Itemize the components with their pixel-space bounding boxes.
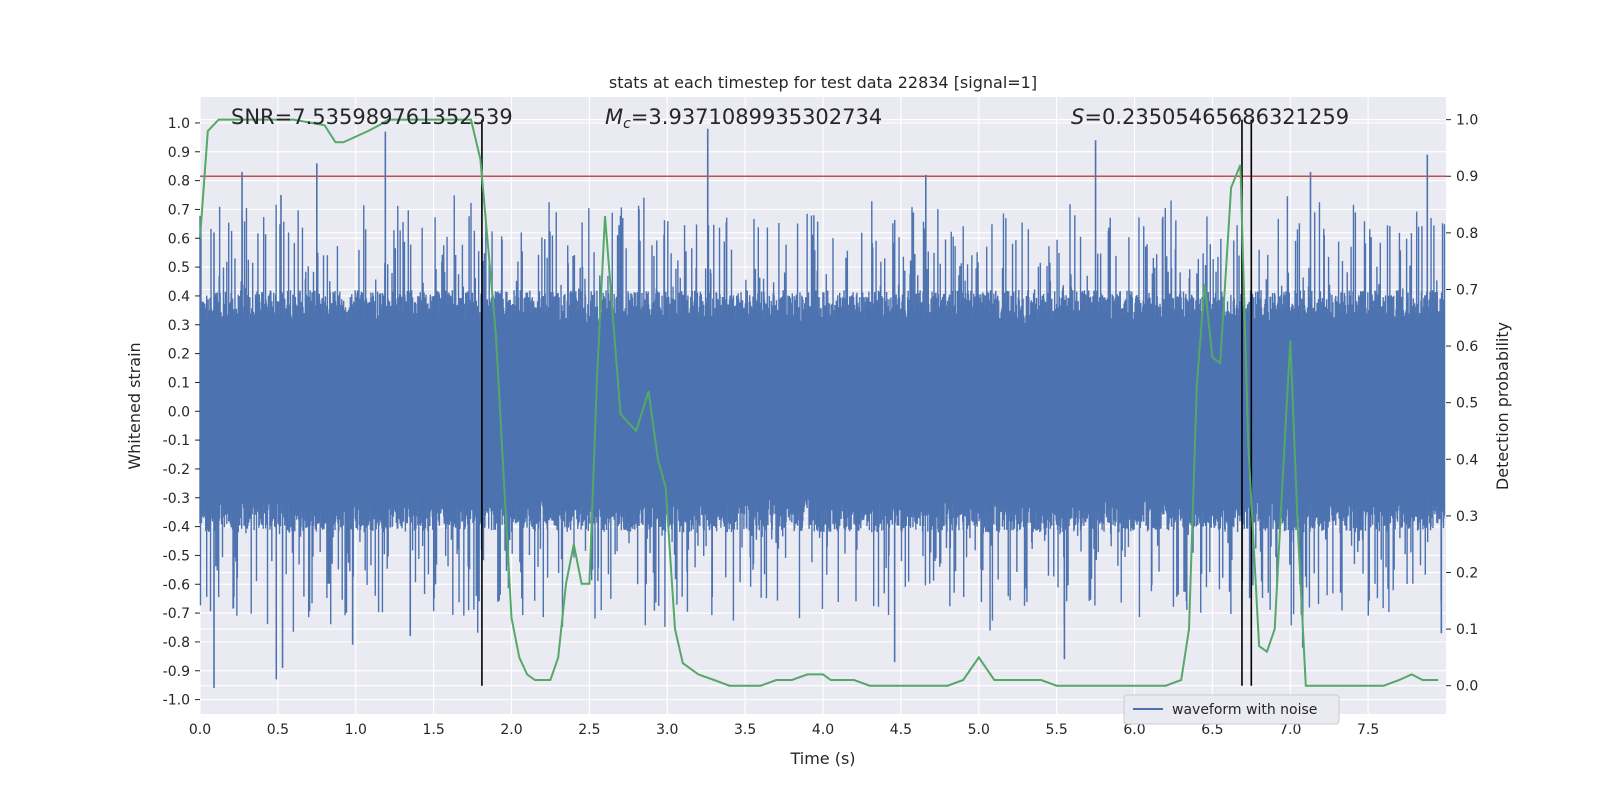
y-left-tick-label: -0.9: [163, 664, 190, 680]
y-right-tick-labels: 1.0 0.9 0.8 0.7 0.6 0.5 0.4 0.3 0.2 0.1 0.0: [1446, 113, 1478, 695]
x-tick-label: 7.0: [1279, 722, 1301, 738]
y-left-tick-label: 0.6: [168, 231, 190, 247]
x-tick-label: 5.5: [1045, 722, 1067, 738]
x-tick-label: 3.0: [656, 722, 678, 738]
legend: waveform with noise: [1123, 694, 1340, 725]
x-axis-label: Time (s): [789, 749, 855, 768]
y-left-tick-label: 0.7: [168, 202, 190, 218]
x-tick-label: 6.5: [1201, 722, 1223, 738]
y-right-tick-label: 1.0: [1456, 113, 1478, 129]
x-tick-label: 4.0: [812, 722, 834, 738]
y-right-tick-label: 0.8: [1456, 226, 1478, 242]
y-left-tick-label: 0.2: [168, 347, 190, 363]
y-left-tick-labels: 1.0 0.9 0.8 0.7 0.6 0.5 0.4 0.3 0.2 0.1 0.0 -0.1 -0.…: [163, 116, 200, 709]
legend-box: [1123, 694, 1340, 725]
noise-band: [199, 195, 1446, 633]
x-tick-label: 4.5: [890, 722, 912, 738]
x-tick-label: 6.0: [1123, 722, 1145, 738]
y-right-tick-label: 0.0: [1456, 679, 1478, 695]
y-left-tick-label: 0.0: [168, 404, 190, 420]
y-right-tick-label: 0.5: [1456, 396, 1478, 412]
y-axis-label-right: Detection probability: [1493, 322, 1512, 490]
x-tick-label: 2.0: [500, 722, 522, 738]
y-right-tick-label: 0.4: [1456, 452, 1478, 468]
x-tick-label: 3.5: [734, 722, 756, 738]
y-left-tick-label: -0.1: [163, 433, 190, 449]
y-left-tick-label: 0.1: [168, 375, 190, 391]
s-annotation: S=0.23505465686321259: [1071, 105, 1349, 129]
x-tick-label: 5.0: [968, 722, 990, 738]
x-tick-labels: 0.0 0.5 1.0 1.5 2.0 2.5 3.0 3.5 4.0 4.5 5.0 5.5 6.0 6…: [189, 722, 1379, 738]
chirp-mass-annotation: Mc=3.9371089935302734: [605, 105, 882, 132]
y-right-tick-label: 0.9: [1456, 169, 1478, 185]
y-left-tick-label: 0.8: [168, 174, 190, 190]
y-right-tick-label: 0.1: [1456, 622, 1478, 638]
detection-probability-line: [199, 118, 1439, 687]
y-right-tick-label: 0.3: [1456, 509, 1478, 525]
snr-annotation: SNR=7.535989761352539: [231, 105, 513, 129]
y-axis-label-left: Whitened strain: [125, 342, 144, 469]
y-left-tick-label: 0.5: [168, 260, 190, 276]
y-left-tick-label: 1.0: [168, 116, 190, 132]
y-left-tick-label: -0.6: [163, 577, 190, 593]
waveform-with-noise-series: [199, 195, 1446, 633]
y-left-tick-label: -0.3: [163, 491, 190, 507]
y-left-tick-label: -0.5: [163, 548, 190, 564]
y-left-tick-label: -0.4: [163, 520, 190, 536]
y-left-tick-label: -0.8: [163, 635, 190, 651]
legend-label: waveform with noise: [1172, 702, 1317, 718]
y-left-tick-label: 0.4: [168, 289, 190, 305]
x-tick-label: 1.5: [422, 722, 444, 738]
y-left-tick-label: -0.2: [163, 462, 190, 478]
y-left-tick-label: 0.3: [168, 318, 190, 334]
y-right-tick-label: 0.6: [1456, 339, 1478, 355]
y-left-tick-label: -1.0: [163, 693, 190, 709]
y-right-tick-label: 0.2: [1456, 565, 1478, 581]
chart-title: stats at each timestep for test data 228…: [609, 73, 1037, 92]
x-tick-label: 0.0: [189, 722, 211, 738]
y-left-tick-label: -0.7: [163, 606, 190, 622]
x-tick-label: 2.5: [578, 722, 600, 738]
x-tick-label: 0.5: [267, 722, 289, 738]
y-right-tick-label: 0.7: [1456, 282, 1478, 298]
x-tick-label: 1.0: [345, 722, 367, 738]
x-tick-label: 7.5: [1357, 722, 1379, 738]
y-left-tick-label: 0.9: [168, 145, 190, 161]
